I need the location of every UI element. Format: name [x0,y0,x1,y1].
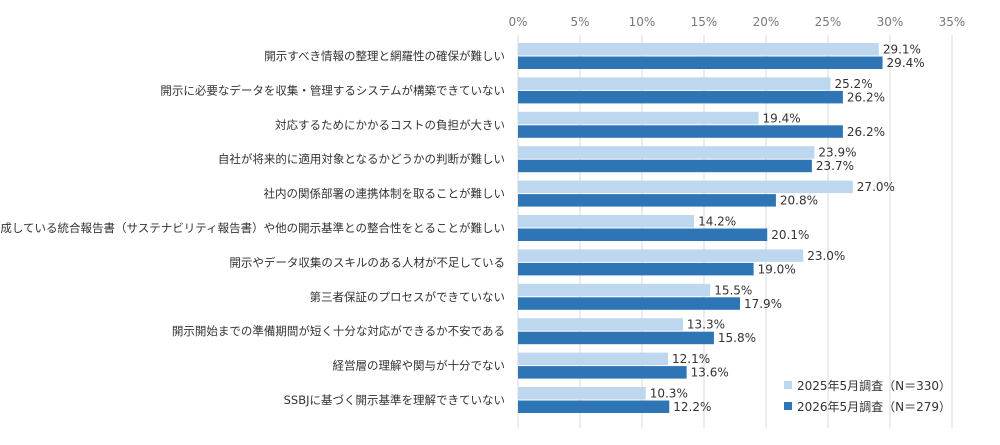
data-label: 23.7% [816,159,854,173]
bar-series-2 [518,400,670,413]
bar-series-1 [518,77,831,90]
data-label: 13.6% [691,366,729,380]
data-label: 10.3% [650,387,688,401]
x-tick-label: 5% [570,15,589,29]
category-label: 開示に必要なデータを収集・管理するシステムが構築できていない [160,83,505,97]
bar-series-2 [518,297,740,310]
bar-series-1 [518,215,695,228]
category-label: 社内の関係部署の連携体制を取ることが難しい [264,187,506,201]
data-label: 20.8% [780,194,818,208]
x-tick-label: 15% [691,15,718,29]
category-label: 開示すべき情報の整理と網羅性の確保が難しい [264,49,505,63]
bars [518,43,883,413]
bar-series-2 [518,194,776,207]
data-label: 29.4% [887,56,925,70]
bar-series-1 [518,283,711,297]
data-label: 19.0% [758,262,796,276]
bar-series-2 [518,90,843,104]
data-label: 25.2% [834,77,872,91]
data-label: 26.2% [847,125,885,139]
bar-series-1 [518,318,683,331]
legend-label: 2025年5月調査（N＝330） [797,379,951,393]
x-tick-label: 25% [815,15,842,29]
bar-series-2 [518,262,754,276]
legend-label: 2026年5月調査（N＝279） [797,400,951,414]
category-label: 対応するためにかかるコストの負担が大きい [275,118,505,132]
data-label: 23.0% [807,249,845,263]
data-label: 27.0% [857,180,895,194]
category-label: 現在作成している統合報告書（サステナビリティ報告書）や他の開示基準との整合性をと… [0,221,505,235]
bar-series-2 [518,228,768,241]
x-tick-label: 0% [508,15,527,29]
category-label: 自社が将来的に適用対象となるかどうかの判断が難しい [218,152,505,166]
data-label: 20.1% [771,228,809,242]
bar-series-2 [518,125,843,138]
category-label: 経営層の理解や関与が十分でない [333,359,506,373]
legend-swatch [784,381,792,389]
bar-series-1 [518,111,759,125]
bar-series-1 [518,387,646,400]
data-label: 17.9% [744,297,782,311]
bar-series-1 [518,249,804,262]
data-label: 15.8% [718,331,756,345]
x-tick-label: 10% [629,15,656,29]
data-label: 15.5% [714,283,752,297]
category-label: 開示やデータ収集のスキルのある人材が不足している [229,255,505,269]
bar-series-2 [518,159,812,173]
bar-series-2 [518,366,687,379]
bar-series-1 [518,180,853,194]
category-label: SSBJに基づく開示基準を理解できていない [284,393,505,407]
legend-swatch [784,402,792,410]
x-tick-label: 30% [877,15,904,29]
data-label: 23.9% [818,146,856,160]
x-axis-ticks: 0% 5% 10% 15% 20% 25% 30% 35% [508,15,965,29]
data-label: 26.2% [847,90,885,104]
data-labels: 29.1%29.4%25.2%26.2%19.4%26.2%23.9%23.7%… [650,43,925,415]
data-label: 12.2% [673,400,711,414]
legend: 2025年5月調査（N＝330） 2026年5月調査（N＝279） [784,379,951,414]
data-label: 12.1% [672,352,710,366]
bar-series-2 [518,56,883,69]
bar-series-1 [518,146,815,159]
x-tick-label: 20% [753,15,780,29]
data-label: 13.3% [687,318,725,332]
bar-series-1 [518,43,879,56]
category-labels: 開示すべき情報の整理と網羅性の確保が難しい開示に必要なデータを収集・管理するシス… [0,49,505,407]
data-label: 19.4% [763,111,801,125]
category-label: 開示開始までの準備期間が短く十分な対応ができるか不安である [172,324,505,338]
x-tick-label: 35% [939,15,966,29]
bar-series-2 [518,331,714,345]
data-label: 14.2% [698,215,736,229]
bar-series-1 [518,352,669,366]
data-label: 29.1% [883,43,921,57]
category-label: 第三者保証のプロセスができていない [310,290,506,304]
